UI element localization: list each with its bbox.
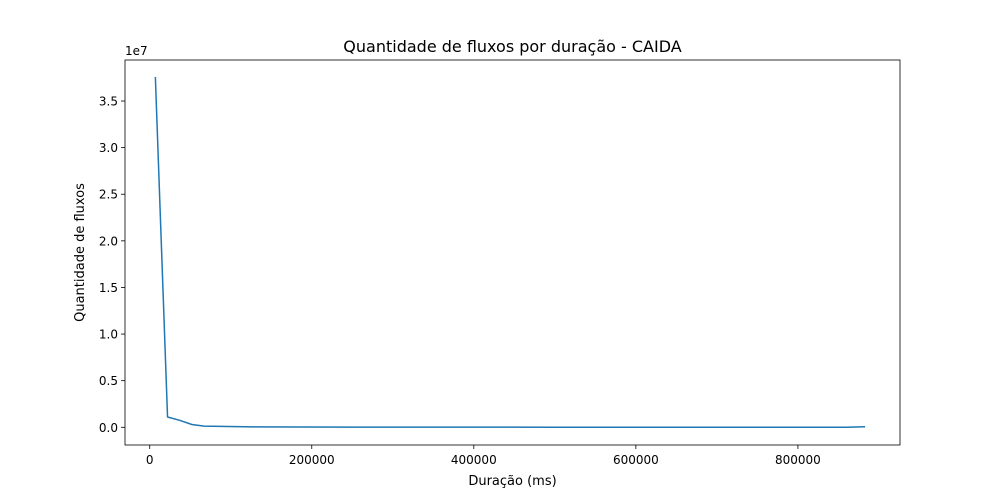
x-tick-label: 800000 bbox=[775, 453, 821, 467]
x-axis-label: Duração (ms) bbox=[468, 474, 556, 489]
x-tick-label: 400000 bbox=[451, 453, 497, 467]
chart-title: Quantidade de fluxos por duração - CAIDA bbox=[343, 37, 681, 56]
y-axis-ticks: 0.0 0.5 1.0 1.5 2.0 2.5 3.0 3.5 bbox=[99, 95, 125, 435]
y-tick-label: 3.5 bbox=[99, 95, 118, 109]
x-axis-ticks: 0 200000 400000 600000 800000 bbox=[146, 445, 821, 467]
y-tick-label: 1.5 bbox=[99, 281, 118, 295]
y-offset-label: 1e7 bbox=[125, 44, 148, 58]
x-tick-label: 0 bbox=[146, 453, 154, 467]
x-tick-label: 200000 bbox=[289, 453, 335, 467]
y-tick-label: 0.0 bbox=[99, 421, 118, 435]
series-line bbox=[154, 76, 866, 428]
y-tick-label: 3.0 bbox=[99, 141, 118, 155]
y-tick-label: 2.0 bbox=[99, 234, 118, 248]
plot-area-frame bbox=[124, 59, 901, 446]
y-tick-label: 2.5 bbox=[99, 188, 118, 202]
x-tick-label: 600000 bbox=[613, 453, 659, 467]
y-axis-label: Quantidade de fluxos bbox=[73, 183, 88, 322]
y-tick-label: 1.0 bbox=[99, 328, 118, 342]
y-tick-label: 0.5 bbox=[99, 374, 118, 388]
